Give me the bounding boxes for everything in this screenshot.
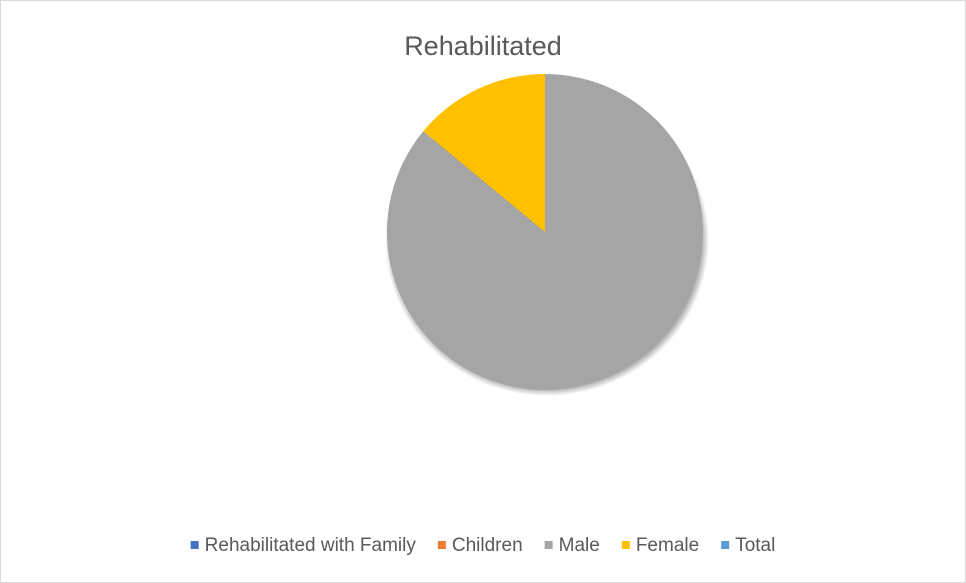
legend-label: Rehabilitated with Family (205, 535, 417, 556)
legend-marker (437, 541, 446, 549)
pie-slice (423, 74, 545, 232)
legend-item: Female (621, 535, 699, 556)
legend-item: Male (544, 535, 600, 556)
legend-label: Children (452, 535, 523, 556)
legend-marker (544, 541, 553, 549)
legend: Rehabilitated with Family Children Male Fem… (190, 535, 775, 556)
legend-item: Total (721, 535, 775, 556)
legend-label: Male (559, 535, 600, 556)
legend-item: Rehabilitated with Family (190, 535, 417, 556)
legend-marker (190, 541, 199, 549)
pie (387, 74, 703, 390)
legend-label: Total (735, 535, 775, 556)
chart-title: Rehabilitated (404, 31, 562, 61)
legend-item: Children (437, 535, 523, 556)
legend-marker (621, 541, 630, 549)
legend-marker (721, 541, 730, 549)
legend-label: Female (636, 535, 699, 556)
